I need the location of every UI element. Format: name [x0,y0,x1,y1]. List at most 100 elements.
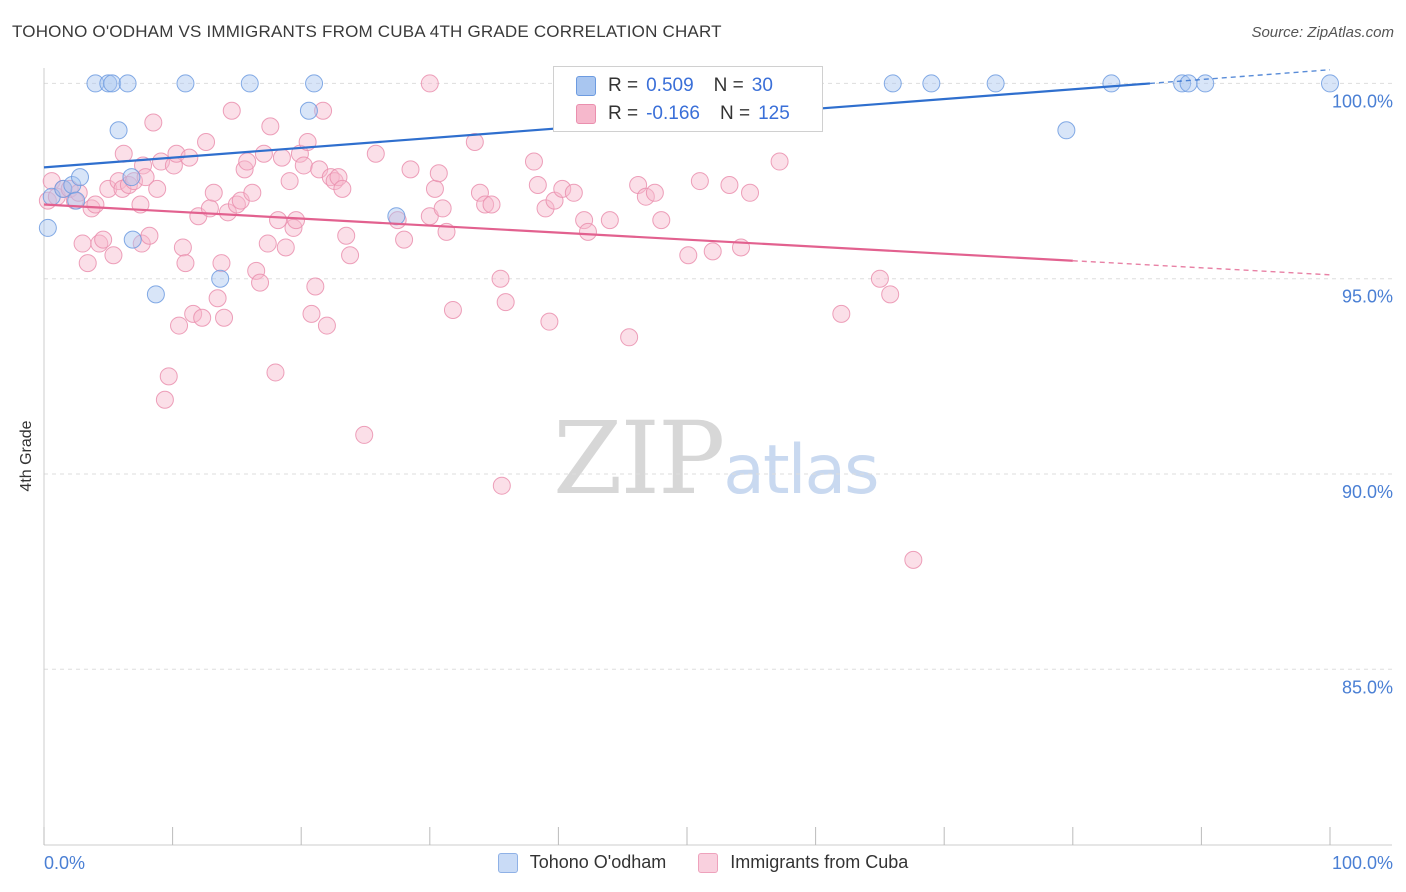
stats-legend: R = 0.509 N = 30 R = -0.166 N = 125 [553,66,823,132]
cuba-point [470,183,489,202]
cuba-point [476,195,495,214]
cuba-point [395,230,414,249]
cuba-point [832,304,851,323]
blue-swatch [576,76,596,96]
cuba-point [636,187,655,206]
x-tick-label: 0.0% [44,853,85,873]
r-label: R = [608,103,639,124]
tohono-point [38,218,57,237]
legend-swatch-tohono [497,852,518,873]
cuba-point [524,152,543,171]
legend-item-cuba[interactable]: Immigrants from Cuba [698,852,908,873]
n-label: N = [713,75,744,96]
cuba-trend-line [43,203,1073,262]
cuba-point [578,222,597,241]
cuba-point [620,328,639,347]
tohono-point [922,74,941,93]
cuba-point [337,226,356,245]
cuba-point [140,226,159,245]
series-legend: Tohono O'odham Immigrants from Cuba [0,852,1406,873]
tohono-point [387,207,406,226]
cuba-point [136,168,155,187]
tohono-point [1102,74,1121,93]
y-axis-label: 4th Grade [18,420,35,492]
tohono-point [103,74,122,93]
cuba-point [173,238,192,257]
cuba-point [703,242,722,261]
cuba-point [425,179,444,198]
cuba-point [276,238,295,257]
cuba-point [600,211,619,230]
cuba-trend-extension [1072,260,1331,276]
legend-swatch-cuba [698,852,719,873]
cuba-point [86,195,105,214]
cuba-point [341,246,360,265]
y-tick-label: 90.0% [1342,482,1393,502]
n-value: 125 [758,103,790,124]
cuba-point [564,183,583,202]
cuba-point [78,254,97,273]
cuba-point [575,211,594,230]
cuba-point [536,199,555,218]
cuba-point [492,476,511,495]
n-label: N = [719,103,751,124]
cuba-point [155,390,174,409]
cuba-point [170,316,189,335]
source-label: Source: ZipAtlas.com [1251,24,1394,41]
tohono-point [1321,74,1339,93]
tohono-trend-extension [1149,69,1331,85]
cuba-point [720,175,739,194]
cuba-point [528,175,547,194]
cuba-point [73,234,92,253]
cuba-point [251,273,270,292]
y-tick-label: 100.0% [1332,91,1393,111]
cuba-point [540,312,559,331]
cuba-point [553,179,572,198]
r-value: 0.509 [646,75,694,96]
tohono-point [1057,121,1076,140]
cuba-point [184,304,203,323]
cuba-point [329,168,348,187]
cuba-point [144,113,163,132]
stats-legend-row-blue: R = 0.509 N = 30 [576,74,773,98]
tohono-point [211,269,230,288]
cuba-point [193,308,212,327]
watermark-zip: ZIP [553,400,725,517]
legend-label-tohono: Tohono O'odham [529,852,667,872]
tohono-point [305,74,324,93]
cuba-point [159,367,178,386]
tohono-point [299,101,318,120]
watermark: ZIPatlas [553,400,880,517]
cuba-point [645,183,664,202]
cuba-point [114,144,133,163]
cuba-point [238,152,257,171]
cuba-point [881,285,900,304]
cuba-point [482,195,501,214]
tohono-point [1173,74,1192,93]
cuba-point [465,133,484,152]
cuba-point [306,277,325,296]
cuba-point [272,148,291,167]
legend-label-cuba: Immigrants from Cuba [730,852,909,872]
stats-legend-row-pink: R = -0.166 N = 125 [576,102,790,126]
cuba-point [741,183,760,202]
cuba-point [269,211,288,230]
cuba-point [197,133,216,152]
cuba-point [652,211,671,230]
r-label: R = [608,75,639,96]
pink-swatch [576,104,596,124]
tohono-point [118,74,137,93]
watermark-atlas: atlas [723,431,879,510]
cuba-point [208,289,227,308]
cuba-point [333,179,352,198]
cuba-point [355,425,374,444]
cuba-point [222,101,241,120]
cuba-point [302,304,321,323]
cuba-point [491,269,510,288]
cuba-point [317,316,336,335]
cuba-point [433,199,452,218]
tohono-point [71,168,90,187]
cuba-point [215,308,234,327]
cuba-point [148,179,167,198]
legend-item-tohono[interactable]: Tohono O'odham [497,852,667,873]
